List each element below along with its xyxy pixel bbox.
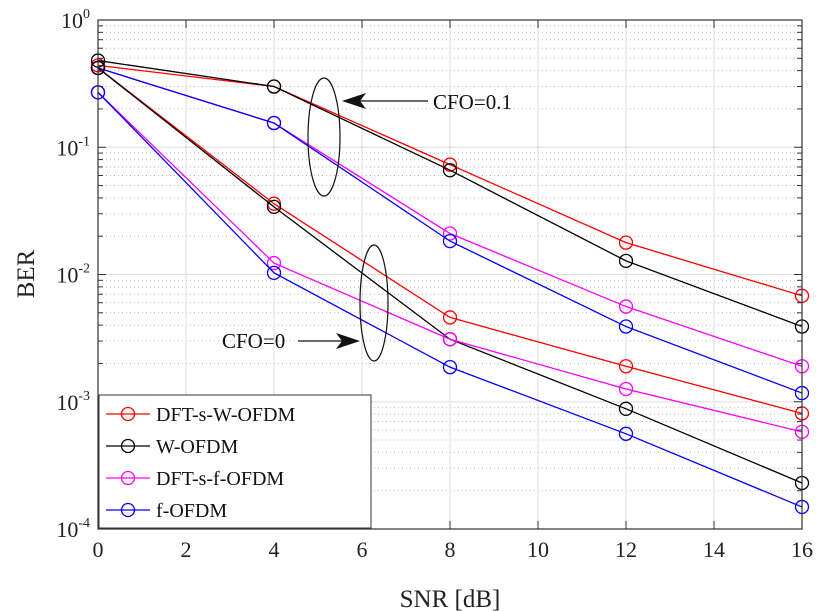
y-axis-label: BER: [13, 249, 40, 298]
x-tick-label: 12: [615, 537, 637, 562]
y-tick-base: 10: [56, 517, 78, 542]
plot-frame: [97, 19, 803, 530]
y-tick-label: 10-3: [56, 389, 90, 415]
y-tick-exponent: -3: [78, 389, 90, 404]
data-point: [442, 163, 458, 178]
series-line-DFT-s-W-OFDM-CFO=0.1: [97, 64, 803, 297]
data-point: [442, 310, 458, 325]
series-line-DFT-s-W-OFDM-CFO=0: [97, 67, 803, 415]
y-tick-label: 10-1: [56, 134, 90, 160]
data-point: [618, 299, 634, 314]
data-point: [442, 332, 458, 347]
legend-marker: [120, 438, 136, 454]
series-line-DFT-s-f-OFDM-CFO=0: [97, 91, 803, 433]
data-point: [442, 233, 458, 249]
data-point: [618, 426, 634, 441]
data-point: [266, 79, 282, 94]
cfo-0.1-label: CFO=0.1: [433, 90, 512, 114]
x-tick-label: 6: [357, 537, 368, 562]
data-point: [442, 226, 458, 241]
data-point: [618, 235, 634, 250]
data-point: [266, 196, 282, 211]
annotation-cfo-0.1: CFO=0.1: [307, 77, 512, 197]
y-tick-exponent: -2: [78, 262, 90, 277]
series-line-f-OFDM-CFO=0.1: [97, 67, 803, 394]
data-point: [442, 157, 458, 172]
legend-label: W-OFDM: [156, 436, 238, 458]
data-point: [618, 319, 634, 334]
legend-marker: [120, 406, 136, 422]
x-tick-label: 4: [269, 537, 280, 562]
y-tick-base: 10: [56, 263, 78, 288]
x-tick-label: 2: [181, 537, 192, 562]
data-point: [618, 381, 634, 397]
data-point: [442, 360, 458, 375]
series-line-f-OFDM-CFO=0: [97, 91, 803, 508]
cfo-0-label: CFO=0: [222, 329, 285, 353]
legend-box: [98, 394, 372, 529]
legend-marker: [120, 470, 136, 486]
legend-label: DFT-s-f-OFDM: [156, 468, 284, 490]
annotation-cfo-0: CFO=0: [222, 244, 389, 362]
y-tick-exponent: -1: [78, 134, 90, 149]
x-axis-label: SNR [dB]: [400, 586, 501, 611]
x-tick-label: 0: [93, 537, 104, 562]
y-tick-label: 10-4: [56, 516, 90, 542]
y-tick-label: 10-2: [56, 262, 90, 288]
data-point: [618, 253, 634, 269]
y-tick-exponent: -4: [78, 516, 90, 531]
cfo-0.1-ellipse: [307, 77, 341, 197]
data-point: [266, 255, 282, 271]
legend: DFT-s-W-OFDM W-OFDM DFT-s-f-OFDM f-OFDM: [98, 394, 372, 529]
legend-label: DFT-s-W-OFDM: [156, 404, 295, 426]
y-tick-exponent: 0: [83, 7, 90, 22]
legend-label: f-OFDM: [156, 500, 227, 522]
series-lines: [90, 53, 810, 515]
y-tick-base: 10: [56, 390, 78, 415]
cfo-0-arrowhead: [336, 333, 360, 349]
series-line-W-OFDM-CFO=0.1: [97, 59, 803, 328]
x-tick-label: 14: [703, 537, 725, 562]
y-tick-base: 10: [61, 8, 83, 33]
data-point: [266, 199, 282, 215]
y-tick-base: 10: [56, 135, 78, 160]
x-tick-label: 8: [445, 537, 456, 562]
data-point: [266, 115, 282, 131]
data-point: [618, 401, 634, 416]
cfo-0.1-arrowhead: [342, 93, 366, 109]
x-tick-label: 10: [527, 537, 549, 562]
y-tick-label: 100: [61, 7, 90, 33]
data-point: [618, 359, 634, 374]
legend-marker: [120, 502, 136, 518]
x-tick-label: 16: [791, 537, 813, 562]
cfo-0-ellipse: [359, 244, 389, 362]
data-point: [266, 265, 282, 281]
